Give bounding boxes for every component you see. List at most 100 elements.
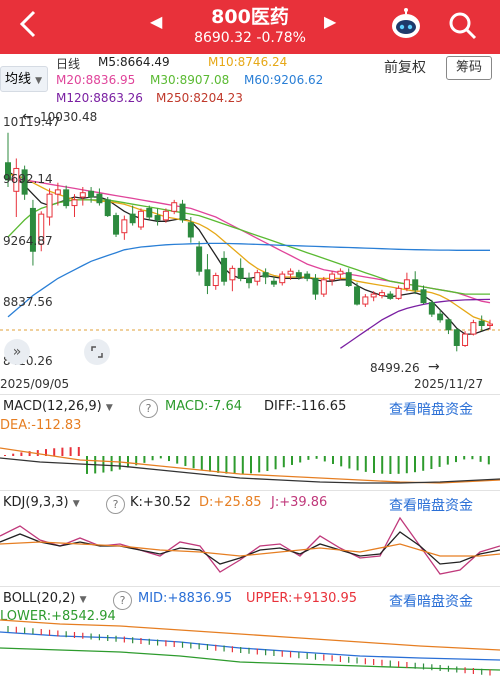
candle bbox=[412, 271, 419, 295]
macd-bar bbox=[282, 456, 285, 468]
macd-bar bbox=[348, 456, 351, 469]
chevron-left-icon[interactable] bbox=[14, 8, 42, 40]
candle bbox=[221, 251, 228, 286]
kdj-selector[interactable]: KDJ(9,3,3) ▼ bbox=[3, 495, 80, 510]
macd-bar bbox=[28, 451, 31, 456]
candlestick-chart[interactable]: 10119.47 9692.14 9264.87 8837.56 8410.26… bbox=[0, 102, 500, 394]
page-title: 800医药 bbox=[211, 6, 289, 28]
macd-bar bbox=[373, 456, 375, 474]
ma5-label: M5:8664.49 bbox=[98, 55, 170, 69]
prev-stock-button[interactable]: ◀ bbox=[150, 12, 163, 31]
candle bbox=[487, 319, 493, 330]
macd-bar bbox=[217, 456, 220, 473]
candle bbox=[378, 289, 385, 299]
help-icon[interactable]: ? bbox=[106, 495, 125, 514]
candle bbox=[387, 291, 394, 300]
macd-bar bbox=[127, 456, 129, 468]
dark-pool-link[interactable]: 查看暗盘资金 bbox=[389, 402, 473, 418]
help-icon[interactable]: ? bbox=[113, 591, 132, 610]
macd-bar bbox=[463, 456, 466, 460]
candlestick-plot bbox=[0, 132, 500, 352]
chevron-down-icon: ▼ bbox=[79, 595, 87, 605]
candle bbox=[38, 211, 45, 252]
collapse-arrows-button[interactable]: » bbox=[4, 339, 30, 365]
macd-diff: DIFF:-116.65 bbox=[264, 399, 347, 414]
robot-icon[interactable] bbox=[389, 8, 423, 42]
macd-bar bbox=[241, 456, 244, 474]
high-price-marker: 10030.48 bbox=[40, 110, 98, 124]
macd-bar bbox=[479, 456, 482, 462]
candle bbox=[179, 199, 186, 223]
divider bbox=[0, 586, 500, 587]
help-icon[interactable]: ? bbox=[139, 399, 158, 418]
candle bbox=[5, 132, 11, 188]
kdj-chart bbox=[0, 516, 500, 575]
macd-selector[interactable]: MACD(12,26,9) ▼ bbox=[3, 399, 113, 414]
candle bbox=[13, 158, 20, 217]
boll-mid: MID:+8836.95 bbox=[138, 591, 233, 606]
boll-lower: LOWER:+8542.94 bbox=[0, 609, 116, 624]
boll-header: BOLL(20,2) ▼ ? MID:+8836.95 UPPER:+9130.… bbox=[0, 588, 500, 614]
boll-upper: UPPER:+9130.95 bbox=[246, 591, 358, 606]
candle bbox=[46, 188, 53, 226]
divider bbox=[0, 394, 500, 395]
candle bbox=[445, 318, 452, 335]
candle bbox=[470, 319, 477, 336]
candle bbox=[104, 197, 111, 217]
candle bbox=[187, 216, 194, 243]
candle bbox=[113, 212, 120, 237]
macd-bar bbox=[364, 456, 367, 472]
candle bbox=[370, 291, 377, 302]
candle bbox=[171, 199, 178, 215]
chevron-down-icon: ▼ bbox=[35, 76, 43, 86]
macd-bar bbox=[45, 449, 47, 456]
date-start-label: 2025/09/05 bbox=[0, 377, 70, 391]
date-end-label: 2025/11/27 bbox=[414, 377, 484, 391]
candle bbox=[88, 187, 95, 203]
candle bbox=[395, 285, 402, 300]
macd-bar bbox=[446, 456, 449, 465]
macd-bar bbox=[143, 456, 146, 463]
candle bbox=[337, 268, 344, 280]
high-marker-arrow-icon: ← bbox=[22, 109, 34, 125]
low-marker-arrow-icon: → bbox=[428, 359, 440, 375]
candle bbox=[146, 205, 153, 220]
candle bbox=[154, 208, 161, 226]
candle bbox=[63, 185, 70, 209]
kdj-header: KDJ(9,3,3) ▼ ? K:+30.52 D:+25.85 J:+39.8… bbox=[0, 492, 500, 518]
candle bbox=[437, 309, 444, 323]
macd-bar bbox=[159, 456, 162, 459]
y-tick-label: 9264.87 bbox=[3, 234, 53, 248]
dark-pool-link[interactable]: 查看暗盘资金 bbox=[389, 594, 473, 610]
macd-bar bbox=[422, 456, 425, 471]
macd-value: MACD:-7.64 bbox=[165, 399, 242, 414]
candle bbox=[162, 208, 169, 223]
boll-selector[interactable]: BOLL(20,2) ▼ bbox=[3, 591, 87, 606]
search-icon[interactable] bbox=[446, 9, 480, 43]
candle bbox=[54, 182, 61, 206]
macd-bar bbox=[340, 456, 343, 467]
macd-bar bbox=[291, 456, 293, 465]
adjust-mode-button[interactable]: 前复权 bbox=[384, 60, 426, 76]
macd-bar bbox=[184, 456, 187, 467]
indicator-select-button[interactable]: 均线 ▼ bbox=[0, 66, 48, 92]
macd-bar bbox=[471, 456, 474, 460]
candle bbox=[121, 215, 128, 240]
candle bbox=[137, 208, 144, 230]
macd-bar bbox=[299, 456, 302, 463]
period-label: 日线 bbox=[56, 57, 81, 71]
next-stock-button[interactable]: ▶ bbox=[324, 12, 337, 31]
candle bbox=[462, 331, 469, 347]
candle bbox=[403, 272, 410, 292]
macd-bar bbox=[430, 456, 433, 470]
dark-pool-link[interactable]: 查看暗盘资金 bbox=[389, 498, 473, 514]
candle bbox=[204, 254, 211, 295]
ma60-label: M60:9206.62 bbox=[244, 73, 324, 87]
macd-bar bbox=[209, 456, 211, 472]
candle bbox=[428, 299, 435, 317]
fullscreen-icon[interactable] bbox=[84, 339, 110, 365]
y-tick-label: 9692.14 bbox=[3, 172, 53, 186]
macd-bar bbox=[102, 456, 105, 473]
chip-distribution-button[interactable]: 筹码 bbox=[446, 56, 492, 80]
macd-bar bbox=[405, 456, 408, 474]
